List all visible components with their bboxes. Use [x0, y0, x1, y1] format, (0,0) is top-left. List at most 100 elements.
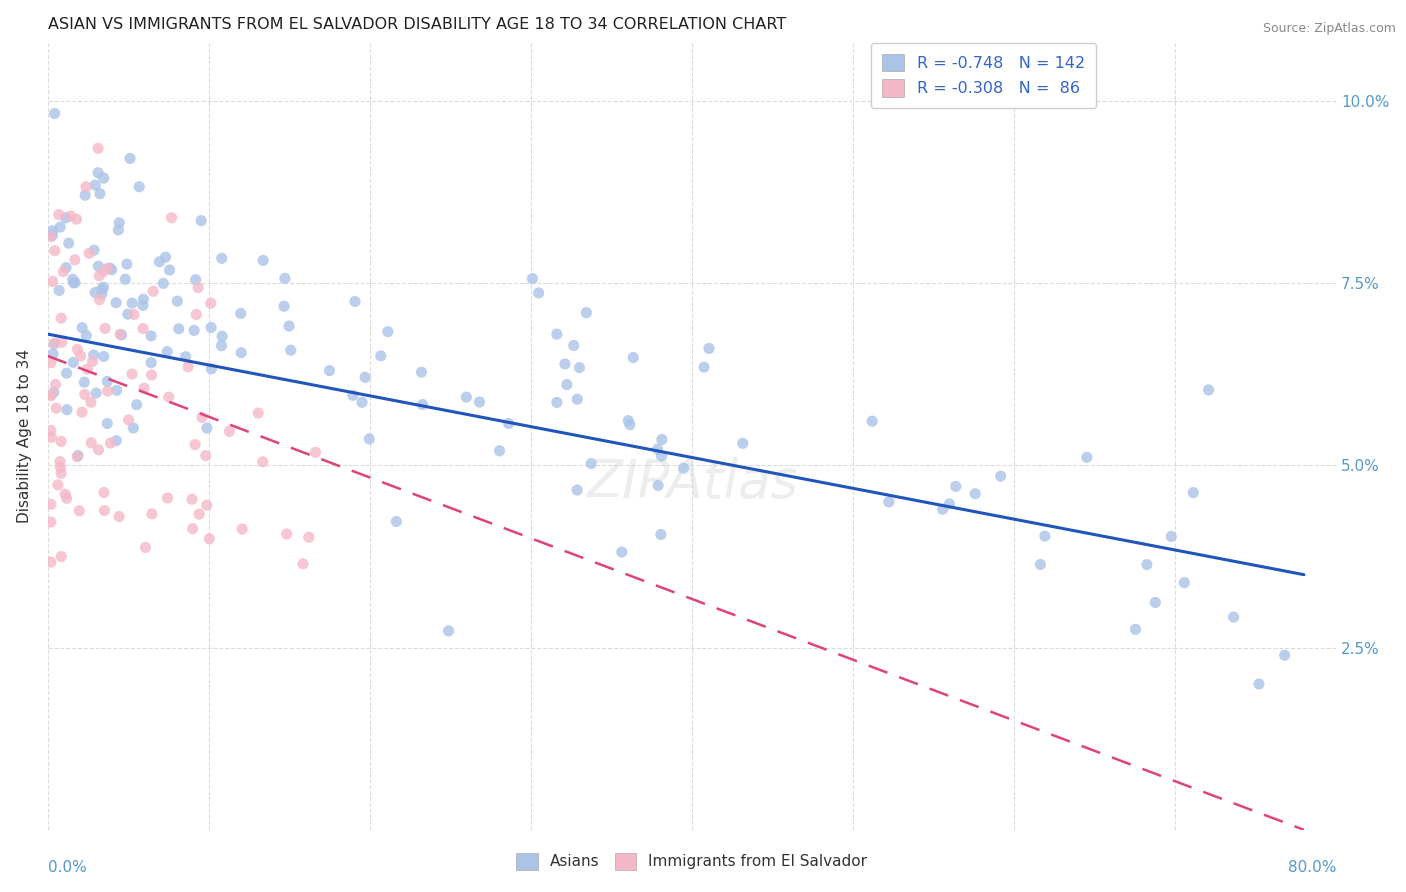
Point	[148, 254, 170, 268]
Point	[39, 515, 62, 529]
Point	[87, 166, 110, 180]
Point	[41, 274, 63, 288]
Text: ZIPAtlas: ZIPAtlas	[586, 458, 797, 509]
Point	[45, 401, 67, 416]
Point	[96, 417, 118, 431]
Point	[42, 385, 65, 400]
Point	[218, 425, 240, 439]
Point	[177, 359, 200, 374]
Point	[66, 449, 89, 463]
Point	[77, 246, 100, 260]
Point	[247, 406, 270, 420]
Point	[117, 307, 139, 321]
Point	[41, 224, 63, 238]
Point	[55, 491, 77, 506]
Point	[567, 392, 589, 406]
Point	[94, 321, 117, 335]
Point	[187, 280, 209, 294]
Point	[139, 329, 162, 343]
Point	[468, 395, 491, 409]
Point	[107, 223, 129, 237]
Point	[90, 287, 112, 301]
Point	[70, 320, 93, 334]
Point	[190, 213, 212, 227]
Point	[75, 179, 97, 194]
Point	[59, 209, 82, 223]
Point	[183, 323, 205, 337]
Point	[546, 395, 568, 409]
Point	[298, 530, 321, 544]
Point	[122, 308, 145, 322]
Point	[62, 272, 84, 286]
Point	[73, 375, 96, 389]
Point	[1144, 595, 1167, 609]
Point	[84, 178, 107, 193]
Point	[52, 264, 75, 278]
Point	[51, 335, 73, 350]
Point	[44, 336, 66, 351]
Point	[370, 349, 392, 363]
Point	[229, 306, 252, 320]
Point	[342, 388, 364, 402]
Point	[200, 296, 222, 310]
Point	[731, 436, 754, 450]
Point	[411, 365, 433, 379]
Point	[1274, 648, 1296, 663]
Text: 80.0%: 80.0%	[1288, 860, 1336, 875]
Point	[166, 294, 188, 309]
Point	[527, 285, 550, 300]
Point	[96, 375, 118, 389]
Point	[114, 272, 136, 286]
Point	[252, 253, 274, 268]
Point	[132, 298, 155, 312]
Text: 0.0%: 0.0%	[48, 860, 86, 875]
Point	[97, 384, 120, 398]
Point	[276, 527, 298, 541]
Point	[304, 445, 326, 459]
Point	[49, 220, 72, 235]
Point	[931, 502, 953, 516]
Point	[184, 273, 207, 287]
Point	[42, 337, 65, 351]
Point	[280, 343, 302, 358]
Point	[174, 350, 197, 364]
Point	[562, 338, 585, 352]
Point	[80, 435, 103, 450]
Point	[211, 329, 233, 343]
Point	[437, 624, 460, 638]
Point	[1173, 575, 1195, 590]
Point	[385, 515, 408, 529]
Point	[58, 236, 80, 251]
Point	[93, 503, 115, 517]
Point	[73, 387, 96, 401]
Point	[877, 495, 900, 509]
Point	[83, 348, 105, 362]
Point	[87, 442, 110, 457]
Point	[55, 260, 77, 275]
Point	[565, 483, 588, 497]
Point	[39, 355, 62, 369]
Text: Source: ZipAtlas.com: Source: ZipAtlas.com	[1263, 22, 1396, 36]
Point	[352, 395, 374, 409]
Point	[159, 263, 181, 277]
Point	[211, 252, 233, 266]
Point	[1033, 529, 1056, 543]
Point	[522, 271, 544, 285]
Point	[610, 545, 633, 559]
Point	[97, 261, 120, 276]
Point	[231, 345, 253, 359]
Point	[1125, 623, 1147, 637]
Point	[98, 261, 121, 276]
Point	[67, 504, 90, 518]
Point	[1222, 610, 1244, 624]
Point	[672, 461, 695, 475]
Point	[156, 491, 179, 505]
Point	[318, 363, 340, 377]
Point	[105, 384, 128, 398]
Point	[93, 350, 115, 364]
Point	[651, 449, 673, 463]
Point	[1160, 529, 1182, 543]
Point	[48, 208, 70, 222]
Point	[195, 421, 218, 435]
Point	[84, 285, 107, 300]
